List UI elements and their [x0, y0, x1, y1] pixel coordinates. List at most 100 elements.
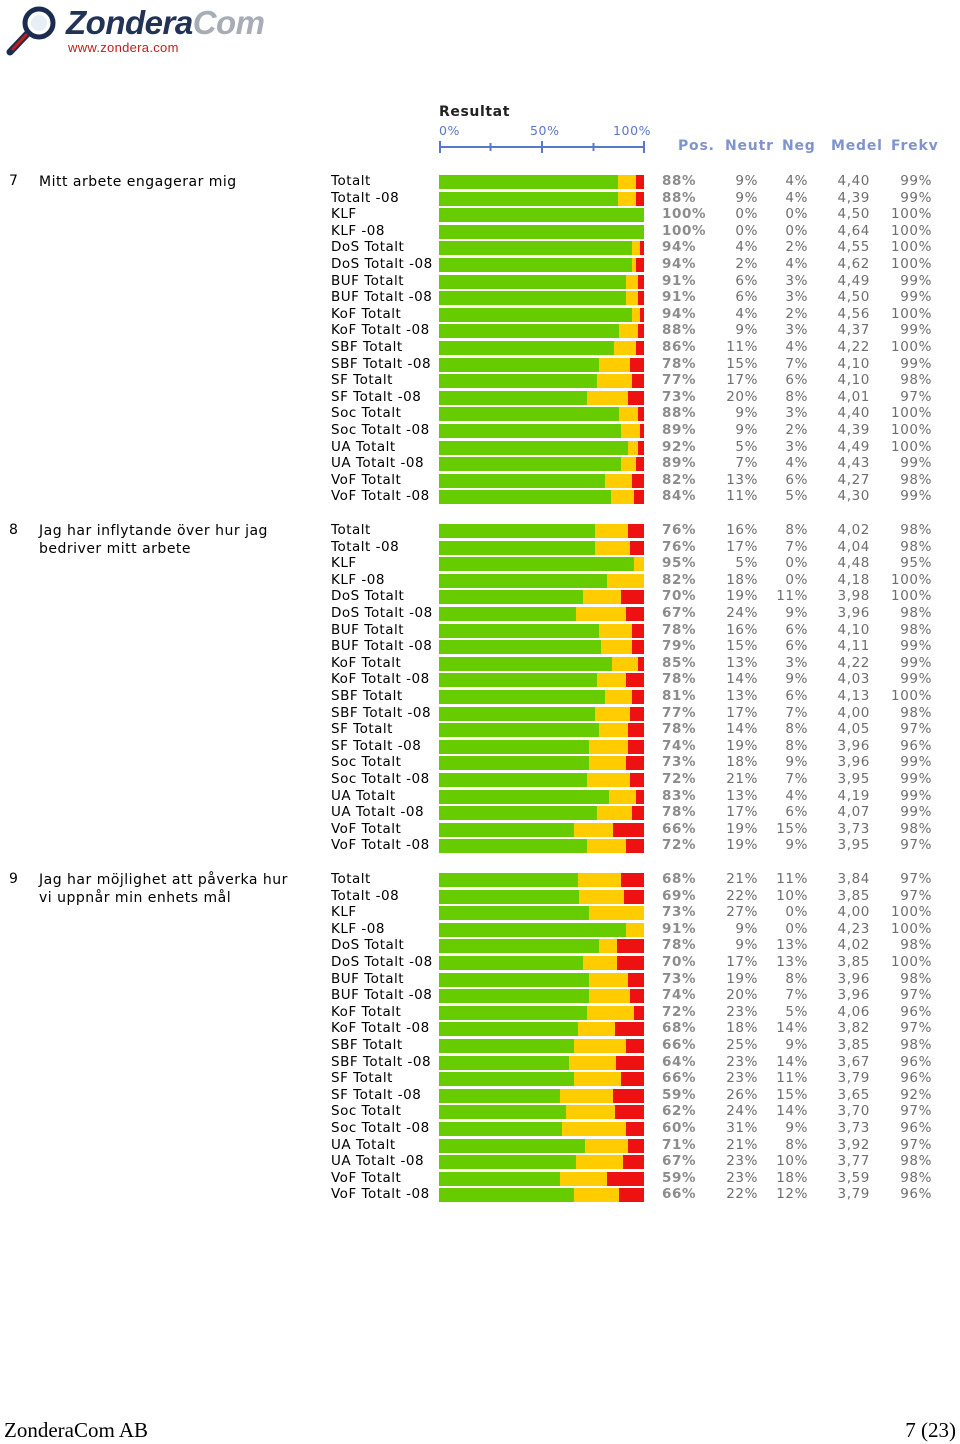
value-medel: 4,13: [837, 688, 870, 704]
bar-segment-positive: [439, 806, 598, 821]
bar-segment-positive: [439, 374, 597, 389]
result-row: VoF Totalt 66% 19% 15% 3,73 98%: [0, 821, 960, 838]
stacked-bar: [439, 557, 644, 572]
bar-segment-positive: [439, 424, 622, 438]
value-neutral: 19%: [726, 737, 758, 754]
value-positive: 91%: [662, 272, 697, 289]
value-negative: 7%: [785, 704, 808, 721]
row-label: Soc Totalt -08: [331, 771, 430, 787]
row-label: SF Totalt: [331, 1070, 393, 1087]
value-frekv: 99%: [900, 173, 932, 189]
value-neutral: 18%: [726, 1020, 758, 1037]
bar-segment-positive: [439, 1188, 575, 1203]
stacked-bar: [439, 175, 644, 189]
bar-segment-positive: [439, 473, 606, 488]
value-positive: 77%: [662, 704, 697, 721]
bar-segment-positive: [439, 175, 618, 189]
result-row: Totalt 76% 16% 8% 4,02 98%: [0, 522, 960, 539]
question-number: 9: [9, 871, 19, 887]
value-positive: 82%: [662, 571, 697, 588]
value-neutral: 17%: [726, 954, 758, 970]
value-negative: 13%: [776, 954, 808, 970]
value-medel: 4,48: [837, 555, 870, 572]
stacked-bar: [439, 1171, 644, 1186]
value-frekv: 97%: [900, 887, 932, 904]
value-negative: 2%: [785, 422, 808, 438]
row-label: Totalt -08: [331, 887, 400, 904]
bar-segment-neutral: [627, 440, 638, 455]
value-positive: 72%: [662, 837, 697, 854]
stacked-bar: [439, 224, 644, 239]
value-neutral: 19%: [726, 837, 758, 854]
stacked-bar: [439, 341, 644, 355]
result-row: KoF Totalt -08 68% 18% 14% 3,82 97%: [0, 1020, 960, 1037]
stacked-bar: [439, 839, 644, 854]
value-negative: 0%: [785, 222, 808, 239]
value-medel: 4,23: [837, 920, 870, 937]
value-negative: 3%: [785, 289, 808, 306]
bar-segment-neutral: [566, 1105, 616, 1120]
value-positive: 89%: [662, 422, 697, 438]
value-positive: 64%: [662, 1053, 697, 1070]
value-medel: 4,00: [837, 704, 870, 721]
bar-segment-neutral: [613, 341, 636, 355]
value-positive: 70%: [662, 954, 697, 970]
value-medel: 4,18: [837, 571, 870, 588]
value-negative: 8%: [785, 970, 808, 987]
bar-segment-positive: [439, 390, 588, 405]
bar-segment-negative: [635, 457, 644, 472]
value-neutral: 9%: [735, 405, 758, 422]
bar-segment-positive: [439, 1155, 577, 1170]
stacked-bar: [439, 540, 644, 555]
result-row: SBF Totalt 66% 25% 9% 3,85 98%: [0, 1037, 960, 1054]
bar-segment-positive: [439, 656, 612, 671]
bar-segment-negative: [637, 407, 644, 422]
row-label: KLF -08: [331, 920, 385, 937]
bar-segment-positive: [439, 341, 614, 355]
value-negative: 15%: [776, 1086, 808, 1103]
value-frekv: 98%: [900, 605, 932, 621]
bar-segment-positive: [439, 457, 622, 472]
row-label: Soc Totalt: [331, 1103, 402, 1120]
result-row: DoS Totalt 70% 19% 11% 3,98 100%: [0, 588, 960, 605]
stacked-bar: [439, 690, 644, 704]
stacked-bar: [439, 756, 644, 771]
bar-segment-neutral: [619, 407, 638, 422]
bar-segment-negative: [637, 440, 644, 455]
value-medel: 3,82: [837, 1020, 870, 1037]
row-label: Totalt: [331, 173, 371, 189]
stacked-bar: [439, 656, 644, 671]
row-label: UA Totalt: [331, 438, 396, 455]
bar-segment-positive: [439, 1055, 569, 1070]
bar-segment-positive: [439, 540, 595, 555]
value-medel: 4,62: [837, 256, 870, 272]
result-row: Soc Totalt -08 72% 21% 7% 3,95 99%: [0, 771, 960, 788]
magnifier-icon: [6, 6, 56, 56]
value-positive: 73%: [662, 904, 697, 921]
stacked-bar: [439, 390, 644, 405]
value-neutral: 9%: [735, 189, 758, 206]
result-row: KLF 100% 0% 0% 4,50 100%: [0, 206, 960, 223]
stacked-bar: [439, 922, 644, 937]
result-row: Totalt -08 76% 17% 7% 4,04 98%: [0, 539, 960, 556]
result-row: KoF Totalt -08 88% 9% 3% 4,37 99%: [0, 322, 960, 339]
value-frekv: 97%: [900, 837, 932, 854]
value-frekv: 99%: [900, 455, 932, 472]
bar-segment-positive: [439, 1105, 567, 1120]
result-row: KLF -08 91% 9% 0% 4,23 100%: [0, 921, 960, 938]
value-frekv: 99%: [900, 272, 932, 289]
bar-segment-positive: [439, 972, 589, 987]
bar-segment-neutral: [621, 457, 636, 472]
row-label: KLF: [331, 206, 357, 223]
stacked-bar: [439, 374, 644, 389]
bar-segment-neutral: [619, 324, 638, 339]
bar-segment-negative: [623, 1155, 644, 1170]
result-row: Soc Totalt 73% 18% 9% 3,96 99%: [0, 754, 960, 771]
bar-segment-positive: [439, 241, 632, 256]
value-positive: 78%: [662, 671, 697, 688]
row-label: VoF Totalt: [331, 471, 402, 488]
value-frekv: 100%: [891, 222, 932, 239]
bar-segment-neutral: [611, 656, 638, 671]
value-frekv: 97%: [900, 987, 932, 1004]
result-row: DoS Totalt 94% 4% 2% 4,55 100%: [0, 239, 960, 256]
